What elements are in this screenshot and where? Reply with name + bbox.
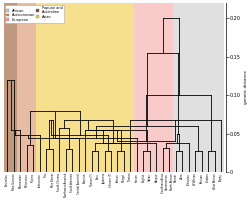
Bar	[17, 3, 36, 172]
Legend: African, Austronesian, European, Papuan and
Australian, Asian: African, Austronesian, European, Papuan …	[4, 5, 64, 23]
Bar	[133, 3, 172, 172]
Bar	[4, 3, 17, 172]
Y-axis label: genetic distance: genetic distance	[243, 71, 247, 104]
Bar	[172, 3, 224, 172]
Bar	[36, 3, 133, 172]
